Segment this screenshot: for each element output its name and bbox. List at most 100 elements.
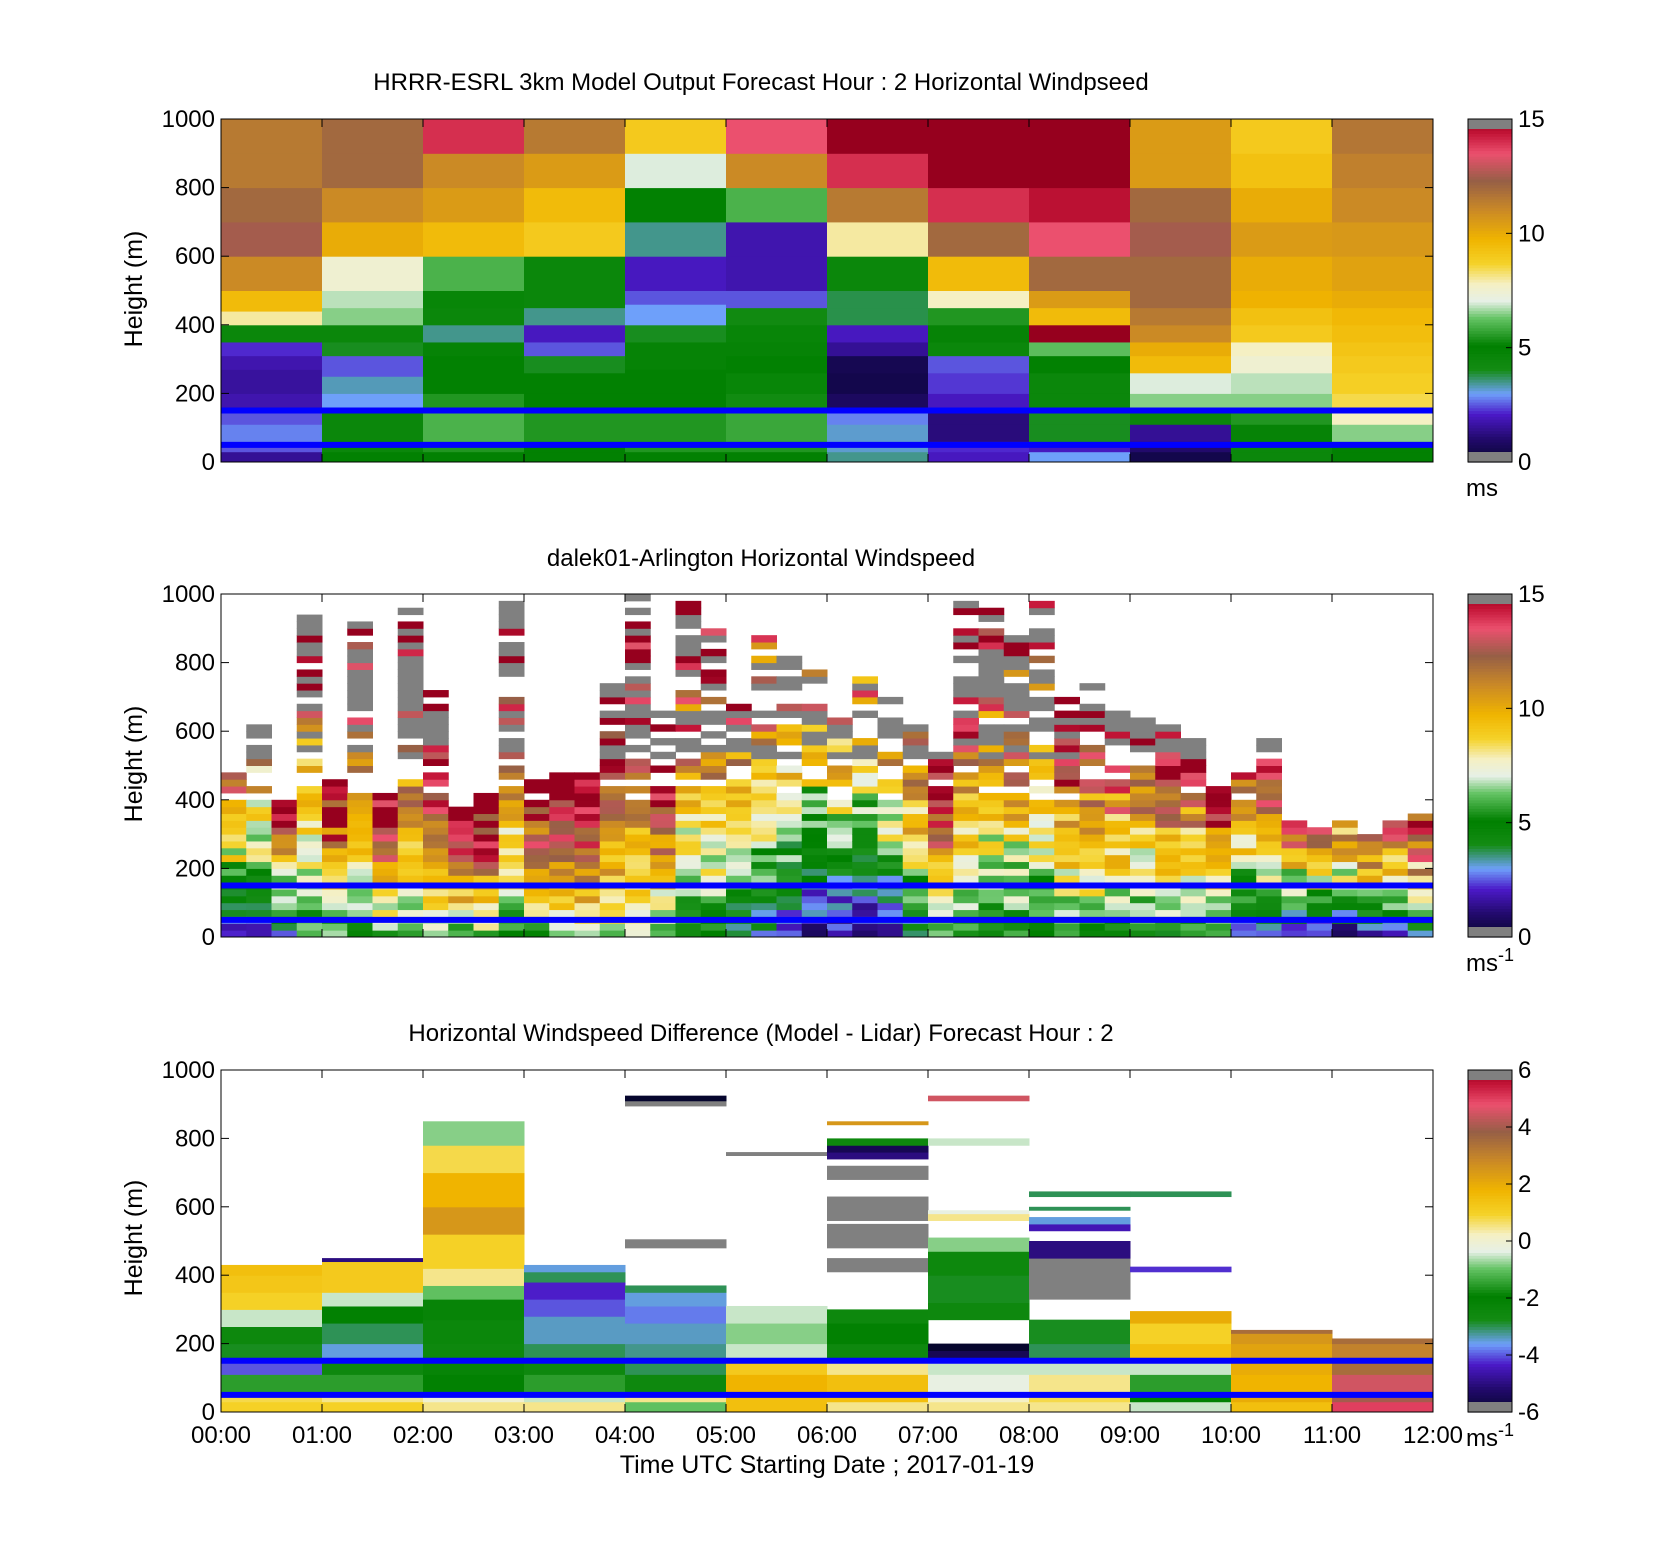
heatmap-cell: [953, 861, 979, 869]
heatmap-cell: [1054, 744, 1080, 753]
heatmap-cell: [1079, 758, 1106, 766]
heatmap-cell: [675, 792, 702, 801]
heatmap-cell: [1029, 1206, 1131, 1211]
heatmap-cell: [625, 758, 651, 766]
colorbar-swatch: [1468, 1266, 1512, 1271]
heatmap-cell: [498, 600, 525, 609]
colorbar-swatch: [1468, 876, 1512, 881]
heatmap-cell: [650, 799, 676, 808]
colorbar-swatch: [1468, 862, 1512, 867]
heatmap-cell: [953, 827, 979, 835]
heatmap-cell: [271, 840, 298, 849]
colorbar-swatch: [1468, 1206, 1512, 1211]
heatmap-cell: [1332, 324, 1434, 343]
heatmap-cell: [1281, 868, 1308, 876]
heatmap-cell: [928, 1237, 1030, 1252]
heatmap-cell: [1357, 888, 1383, 897]
heatmap-cell: [625, 628, 651, 636]
heatmap-cell: [650, 813, 676, 821]
colorbar-swatch: [1468, 622, 1512, 627]
heatmap-cell: [1054, 738, 1080, 746]
colorbar-swatch: [1468, 267, 1512, 272]
heatmap-cell: [1256, 779, 1282, 787]
heatmap-cell: [953, 731, 979, 739]
heatmap-cell: [423, 854, 449, 863]
y-tick-label: 600: [175, 243, 215, 270]
heatmap-cell: [296, 635, 323, 643]
heatmap-cell: [776, 854, 803, 863]
colorbar-swatch: [1468, 671, 1512, 675]
heatmap-cell: [372, 868, 399, 876]
heatmap-cell: [625, 772, 651, 780]
heatmap-cell: [928, 221, 1030, 257]
colorbar-swatch: [1468, 330, 1512, 334]
heatmap-cell: [498, 854, 525, 863]
panel-title: HRRR-ESRL 3km Model Output Forecast Hour…: [373, 69, 1148, 96]
heatmap-cell: [801, 786, 828, 794]
heatmap-cell: [1130, 779, 1156, 787]
heatmap-cell: [221, 1309, 323, 1327]
heatmap-cell: [1003, 690, 1030, 698]
heatmap-cell: [928, 1302, 1030, 1321]
heatmap-cell: [1003, 655, 1030, 664]
heatmap-cell: [397, 779, 424, 787]
heatmap-cell: [700, 710, 727, 718]
heatmap-cell: [1104, 854, 1131, 863]
heatmap-cell: [1003, 669, 1030, 677]
heatmap-cell: [473, 854, 500, 863]
heatmap-cell: [221, 840, 247, 849]
heatmap-cell: [1079, 930, 1106, 938]
heatmap-cell: [1130, 731, 1156, 739]
heatmap-cell: [1079, 868, 1106, 876]
heatmap-cell: [574, 799, 601, 808]
heatmap-cell: [1407, 861, 1434, 869]
colorbar-swatch: [1468, 1389, 1512, 1393]
heatmap-cell: [599, 854, 626, 863]
heatmap-cell: [372, 930, 399, 938]
heatmap-cell: [1180, 820, 1207, 828]
heatmap-cell: [625, 786, 651, 794]
heatmap-cell: [726, 834, 752, 842]
colorbar-swatch: [1468, 645, 1512, 649]
heatmap-cell: [347, 847, 373, 856]
heatmap-cell: [1332, 119, 1434, 154]
heatmap-cell: [1130, 1311, 1232, 1324]
heatmap-cell: [448, 875, 474, 883]
colorbar-swatch: [1468, 373, 1512, 377]
heatmap-cell: [650, 854, 676, 863]
heatmap-cell: [246, 765, 272, 773]
heatmap-cell: [271, 827, 298, 835]
heatmap-cell: [322, 324, 424, 343]
heatmap-cell: [726, 1360, 828, 1375]
heatmap-cell: [524, 902, 550, 911]
heatmap-cell: [599, 696, 626, 705]
heatmap-cell: [650, 724, 676, 732]
heatmap-cell: [675, 635, 702, 643]
heatmap-cell: [650, 923, 676, 931]
heatmap-cell: [953, 820, 979, 828]
heatmap-cell: [1003, 648, 1030, 657]
colorbar-swatch: [1468, 376, 1512, 380]
heatmap-cell: [599, 738, 626, 746]
heatmap-cell: [524, 1264, 626, 1273]
heatmap-cell: [448, 895, 474, 904]
heatmap-cell: [1054, 875, 1080, 883]
heatmap-cell: [1357, 840, 1383, 849]
colorbar-swatch: [1468, 1394, 1512, 1399]
heatmap-cell: [902, 724, 929, 732]
heatmap-cell: [801, 827, 828, 835]
heatmap-cell: [928, 324, 1030, 343]
heatmap-cell: [1079, 786, 1106, 794]
heatmap-cell: [296, 820, 323, 828]
colorbar-swatch: [1468, 421, 1512, 426]
heatmap-cell: [1281, 854, 1308, 863]
heatmap-cell: [1306, 902, 1333, 911]
heatmap-cell: [928, 888, 954, 897]
heatmap-cell: [347, 648, 373, 657]
heatmap-cell: [751, 854, 777, 863]
heatmap-cell: [978, 724, 1005, 732]
heatmap-cell: [1104, 806, 1131, 815]
heatmap-cell: [675, 724, 702, 732]
heatmap-cell: [675, 834, 702, 842]
heatmap-cell: [1130, 738, 1156, 746]
